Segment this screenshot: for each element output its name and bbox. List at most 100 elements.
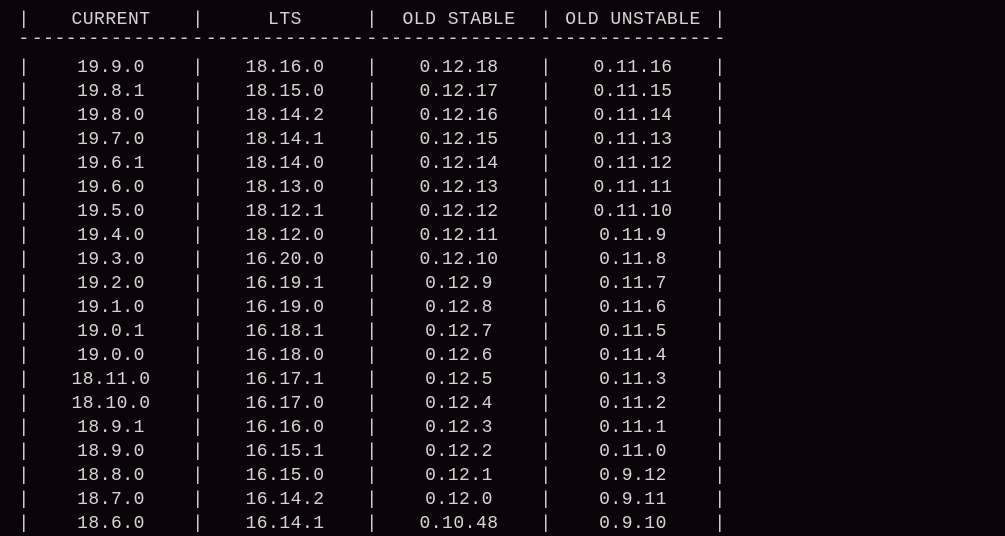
separator-char: | bbox=[18, 368, 30, 392]
separator-char: - bbox=[366, 32, 378, 56]
separator-char: | bbox=[18, 128, 30, 152]
version-cell: 0.11.2 bbox=[593, 392, 672, 416]
version-cell: 0.11.5 bbox=[593, 320, 672, 344]
separator-char: | bbox=[192, 176, 204, 200]
separator-char: | bbox=[18, 392, 30, 416]
version-cell: 0.12.13 bbox=[419, 176, 498, 200]
separator-char: | bbox=[540, 488, 552, 512]
separator-char: | bbox=[714, 224, 726, 248]
version-cell: 18.9.1 bbox=[71, 416, 150, 440]
version-cell: 0.12.5 bbox=[419, 368, 498, 392]
separator-char: | bbox=[366, 80, 378, 104]
version-cell: 0.11.9 bbox=[593, 224, 672, 248]
version-cell: 0.12.7 bbox=[419, 320, 498, 344]
separator-char: | bbox=[366, 104, 378, 128]
column-old-unstable: OLD UNSTABLE -------------- 0.11.160.11.… bbox=[552, 8, 714, 536]
separator-char: | bbox=[714, 200, 726, 224]
separator-char: | bbox=[366, 128, 378, 152]
separator-char: | bbox=[540, 224, 552, 248]
column-separator: |-|||||||||||||||||||| bbox=[714, 8, 726, 536]
version-cell: 0.11.11 bbox=[593, 176, 672, 200]
separator-char: | bbox=[366, 344, 378, 368]
separator-char: | bbox=[540, 176, 552, 200]
column-cells: 0.12.180.12.170.12.160.12.150.12.140.12.… bbox=[419, 56, 498, 536]
separator-char: | bbox=[192, 200, 204, 224]
separator-char: | bbox=[18, 272, 30, 296]
version-cell: 16.17.0 bbox=[245, 392, 324, 416]
version-cell: 16.18.0 bbox=[245, 344, 324, 368]
separator-char: - bbox=[540, 32, 552, 56]
version-cell: 0.11.10 bbox=[593, 200, 672, 224]
separator-char: | bbox=[18, 104, 30, 128]
version-cell: 16.20.0 bbox=[245, 248, 324, 272]
separator-char: | bbox=[192, 512, 204, 536]
separator-char: | bbox=[714, 344, 726, 368]
separator-char: | bbox=[18, 464, 30, 488]
version-cell: 0.12.8 bbox=[419, 296, 498, 320]
version-cell: 0.12.10 bbox=[419, 248, 498, 272]
separator-char: | bbox=[714, 80, 726, 104]
separator-char: | bbox=[540, 440, 552, 464]
version-cell: 18.16.0 bbox=[245, 56, 324, 80]
version-cell: 16.18.1 bbox=[245, 320, 324, 344]
separator-char: | bbox=[366, 56, 378, 80]
column-separator: |-|||||||||||||||||||| bbox=[192, 8, 204, 536]
version-cell: 0.12.18 bbox=[419, 56, 498, 80]
version-cell: 18.12.1 bbox=[245, 200, 324, 224]
separator-char: | bbox=[18, 512, 30, 536]
separator-char: | bbox=[366, 176, 378, 200]
separator-char: | bbox=[18, 416, 30, 440]
separator-char: | bbox=[366, 512, 378, 536]
separator-char: | bbox=[192, 224, 204, 248]
version-cell: 0.9.12 bbox=[593, 464, 672, 488]
column-separator: |-|||||||||||||||||||| bbox=[18, 8, 30, 536]
separator-char: | bbox=[366, 416, 378, 440]
version-cell: 0.11.1 bbox=[593, 416, 672, 440]
column-header: OLD UNSTABLE bbox=[565, 8, 701, 32]
version-cell: 0.11.3 bbox=[593, 368, 672, 392]
version-cell: 0.12.6 bbox=[419, 344, 498, 368]
version-cell: 0.12.0 bbox=[419, 488, 498, 512]
header-divider: -------------- bbox=[204, 32, 366, 56]
separator-char: | bbox=[192, 248, 204, 272]
version-cell: 0.11.12 bbox=[593, 152, 672, 176]
column-header: LTS bbox=[268, 8, 302, 32]
version-cell: 18.15.0 bbox=[245, 80, 324, 104]
version-cell: 0.12.4 bbox=[419, 392, 498, 416]
version-cell: 16.19.0 bbox=[245, 296, 324, 320]
separator-char: | bbox=[714, 56, 726, 80]
version-cell: 0.12.16 bbox=[419, 104, 498, 128]
version-cell: 19.2.0 bbox=[71, 272, 150, 296]
separator-char: | bbox=[18, 200, 30, 224]
separator-char: | bbox=[18, 56, 30, 80]
version-cell: 18.12.0 bbox=[245, 224, 324, 248]
version-cell: 19.9.0 bbox=[71, 56, 150, 80]
separator-char: | bbox=[540, 512, 552, 536]
version-cell: 0.12.1 bbox=[419, 464, 498, 488]
column-old-stable: OLD STABLE -------------- 0.12.180.12.17… bbox=[378, 8, 540, 536]
separator-char: | bbox=[540, 296, 552, 320]
separator-char: | bbox=[714, 296, 726, 320]
separator-char: - bbox=[714, 32, 726, 56]
version-cell: 0.12.9 bbox=[419, 272, 498, 296]
separator-char: | bbox=[192, 56, 204, 80]
separator-char: | bbox=[192, 152, 204, 176]
separator-char: | bbox=[714, 128, 726, 152]
version-cell: 19.6.1 bbox=[71, 152, 150, 176]
version-cell: 0.9.10 bbox=[593, 512, 672, 536]
version-cell: 19.4.0 bbox=[71, 224, 150, 248]
separator-char: | bbox=[366, 440, 378, 464]
separator-char: | bbox=[540, 272, 552, 296]
separator-char: | bbox=[192, 104, 204, 128]
separator-char: | bbox=[714, 368, 726, 392]
version-cell: 0.10.48 bbox=[419, 512, 498, 536]
separator-char: | bbox=[714, 152, 726, 176]
version-cell: 19.0.0 bbox=[71, 344, 150, 368]
version-cell: 0.11.0 bbox=[593, 440, 672, 464]
separator-char: | bbox=[192, 80, 204, 104]
separator-char: | bbox=[714, 248, 726, 272]
separator-char: | bbox=[366, 488, 378, 512]
separator-char: | bbox=[540, 128, 552, 152]
version-cell: 18.7.0 bbox=[71, 488, 150, 512]
column-cells: 0.11.160.11.150.11.140.11.130.11.120.11.… bbox=[593, 56, 672, 536]
